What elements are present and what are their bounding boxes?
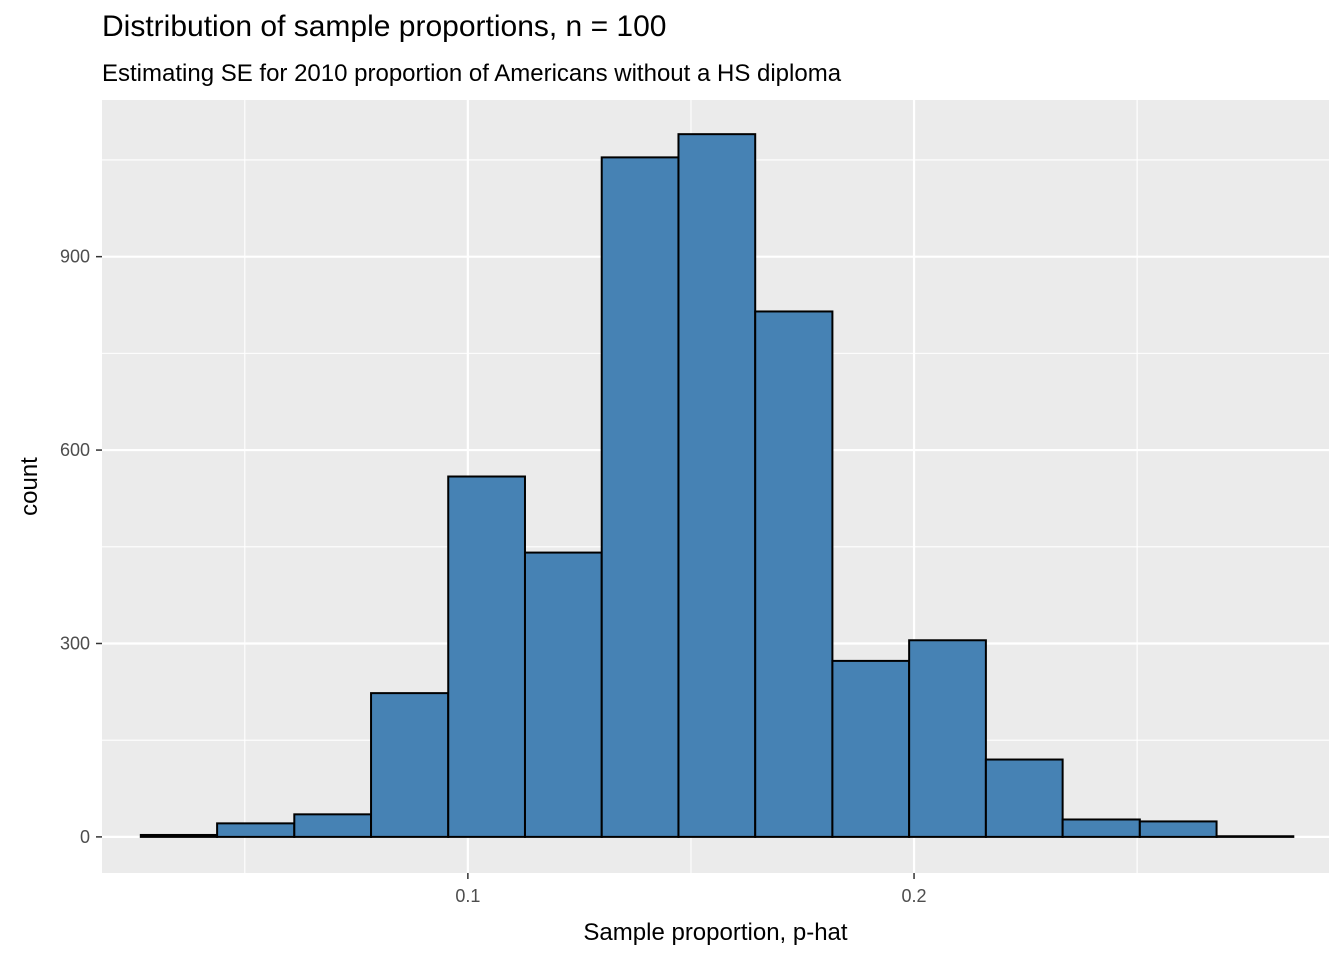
histogram-bar-9 — [754, 310, 834, 838]
histogram-bar-4 — [370, 692, 450, 838]
histogram-bar-11 — [908, 639, 987, 838]
histogram-bar-7 — [600, 156, 680, 838]
x-tick-label: 0.2 — [902, 886, 927, 906]
y-tick-label: 0 — [80, 827, 90, 847]
y-tick-label: 600 — [60, 440, 90, 460]
x-axis-title: Sample proportion, p-hat — [583, 919, 847, 946]
histogram-bar-12 — [984, 758, 1064, 838]
y-tick-label: 300 — [60, 633, 90, 653]
chart-subtitle: Estimating SE for 2010 proportion of Ame… — [102, 60, 842, 87]
histogram-bar-10 — [831, 659, 911, 838]
y-axis-title: count — [16, 457, 43, 516]
axes: 0 300 600 900 0.1 0.2 — [60, 247, 927, 906]
histogram-bar-2 — [216, 822, 296, 838]
histogram-bar-5 — [447, 475, 526, 838]
histogram-bar-14 — [1138, 820, 1218, 838]
y-tick-label: 900 — [60, 247, 90, 267]
histogram-bar-3 — [293, 813, 373, 838]
chart-title: Distribution of sample proportions, n = … — [102, 10, 667, 43]
histogram-bar-1 — [139, 833, 219, 838]
histogram-bar-6 — [523, 551, 603, 838]
x-tick-label: 0.1 — [455, 886, 480, 906]
histogram-bars — [139, 133, 1295, 838]
histogram-bar-13 — [1061, 818, 1141, 838]
histogram-bar-8 — [677, 133, 757, 838]
histogram-bar-15 — [1215, 835, 1295, 838]
